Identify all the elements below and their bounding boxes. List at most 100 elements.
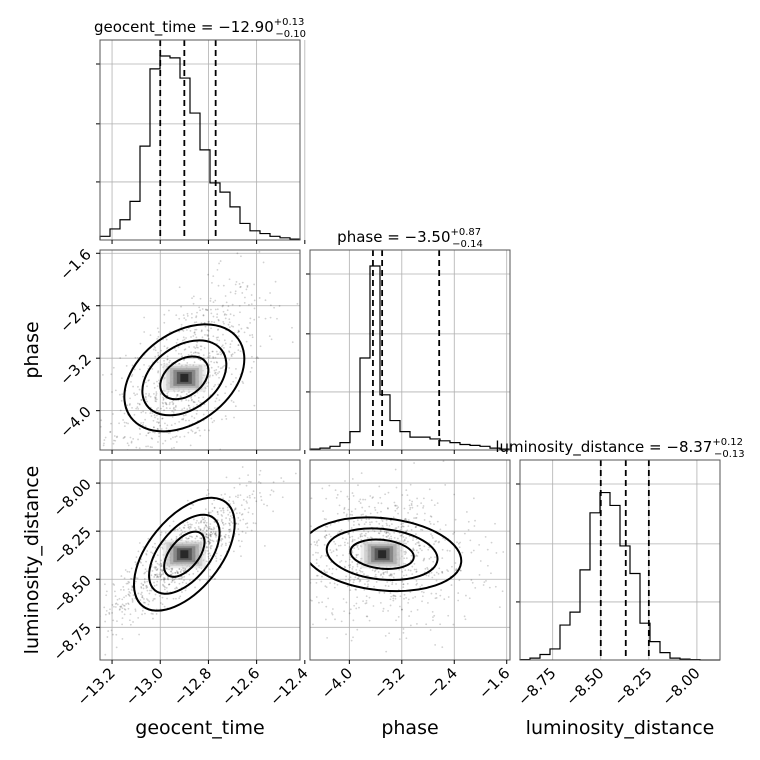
sample-point [166, 590, 169, 593]
sample-point [315, 558, 318, 561]
sample-point [164, 439, 167, 442]
sample-point [409, 591, 412, 593]
sample-point [222, 507, 225, 510]
sample-point [131, 364, 134, 367]
sample-point [416, 622, 418, 625]
sample-point [228, 528, 231, 531]
sample-point [215, 557, 218, 560]
sample-point [388, 537, 391, 540]
sample-point [463, 615, 466, 618]
sample-point [334, 489, 337, 492]
sample-point [115, 602, 118, 605]
sample-point [373, 506, 376, 509]
sample-point [181, 355, 184, 358]
sample-point [432, 616, 434, 619]
sample-point [471, 581, 474, 584]
sample-point [435, 571, 438, 574]
sample-point [198, 527, 200, 530]
sample-point [180, 396, 183, 399]
sample-point [242, 518, 245, 521]
sample-point [163, 579, 165, 582]
sample-point [197, 396, 200, 399]
sample-point [367, 583, 369, 586]
sample-point [405, 537, 407, 539]
sample-point [259, 482, 262, 484]
sample-point [190, 351, 193, 354]
sample-point [356, 572, 359, 574]
sample-point [376, 511, 379, 514]
sample-point [232, 325, 235, 328]
sample-point [196, 351, 199, 354]
sample-point [383, 531, 386, 533]
sample-point [368, 505, 371, 508]
sample-point [373, 585, 375, 588]
sample-point [207, 338, 210, 341]
sample-point [498, 606, 501, 609]
sample-point [225, 385, 227, 388]
sample-point [347, 533, 350, 535]
title-plus-error: +0.13 [274, 17, 305, 28]
sample-point [474, 586, 477, 589]
sample-point [439, 623, 442, 626]
sample-point [217, 353, 220, 356]
sample-point [411, 506, 414, 509]
sample-point [207, 555, 210, 558]
sample-point [305, 555, 307, 557]
sample-point [226, 509, 229, 512]
sample-point [104, 653, 107, 656]
sample-point [240, 513, 243, 516]
sample-point [387, 491, 390, 494]
sample-point [144, 395, 147, 398]
sample-point [433, 523, 435, 526]
sample-point [196, 403, 198, 406]
sample-point [143, 581, 146, 584]
sample-point [144, 425, 147, 428]
sample-point [232, 500, 235, 503]
sample-point [217, 513, 219, 516]
sample-point [434, 540, 437, 543]
sample-point [423, 557, 426, 560]
sample-point [170, 424, 173, 427]
sample-point [182, 414, 185, 417]
sample-point [172, 436, 174, 439]
sample-point [228, 536, 231, 539]
sample-point [224, 522, 227, 525]
sample-point [218, 507, 221, 510]
sample-point [427, 602, 429, 604]
sample-point [172, 407, 175, 410]
sample-point [407, 569, 410, 571]
sample-point [237, 516, 240, 519]
sample-point [375, 581, 378, 583]
sample-point [479, 560, 482, 562]
sample-point [237, 349, 240, 352]
sample-point [138, 447, 141, 450]
sample-point [365, 514, 367, 517]
sample-point [385, 522, 388, 525]
sample-point [358, 500, 361, 503]
sample-point [212, 350, 214, 353]
sample-point [166, 577, 169, 580]
sample-point [382, 610, 384, 613]
sample-point [412, 539, 414, 542]
sample-point [314, 543, 317, 546]
sample-point [360, 532, 363, 535]
sample-point [157, 355, 160, 358]
sample-point [239, 285, 242, 288]
sample-point [170, 570, 173, 573]
sample-point [208, 363, 211, 366]
sample-point [307, 560, 309, 562]
sample-point [164, 422, 166, 425]
sample-point [190, 429, 193, 431]
sample-point [412, 597, 414, 599]
sample-point [190, 397, 192, 399]
sample-point [193, 331, 196, 334]
sample-point [238, 323, 240, 326]
sample-point [549, 493, 551, 495]
sample-point [249, 370, 252, 373]
sample-point [404, 518, 407, 521]
sample-point [399, 595, 402, 598]
sample-point [205, 525, 208, 528]
sample-point [447, 614, 450, 617]
sample-point [390, 573, 393, 576]
sample-point [224, 535, 226, 538]
